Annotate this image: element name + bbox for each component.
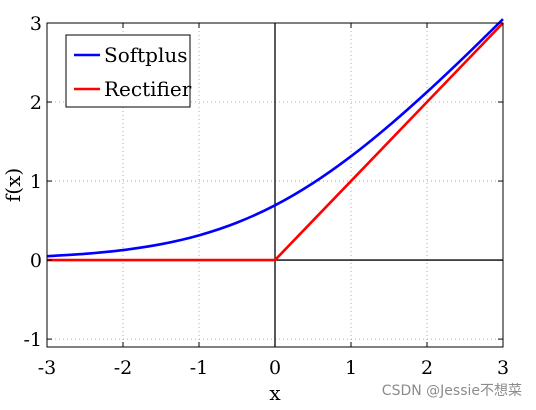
watermark: CSDN @Jessie不想菜 (382, 383, 522, 399)
x-tick-label: -1 (190, 357, 209, 379)
x-tick-label: 3 (497, 357, 509, 379)
x-tick-label: 0 (269, 357, 281, 379)
y-tick-label: 3 (30, 13, 42, 35)
series-lines (46, 18, 504, 262)
x-tick-label: -3 (38, 357, 57, 379)
y-axis-label: f(x) (1, 168, 25, 202)
x-tick-label: 1 (345, 357, 357, 379)
legend: Softplus Rectifier (65, 34, 192, 108)
series-line-softplus (46, 18, 504, 258)
x-tick-label: 2 (421, 357, 433, 379)
legend-label-rectifier: Rectifier (104, 77, 192, 101)
y-tick-label: 1 (30, 171, 42, 193)
tick-marks (46, 22, 504, 347)
y-tick-labels: -1 0 1 2 3 (23, 13, 42, 351)
x-axis-label: x (269, 381, 281, 405)
x-tick-labels: -3 -2 -1 0 1 2 3 (38, 357, 509, 379)
legend-box (65, 34, 191, 108)
y-tick-label: 0 (30, 250, 42, 272)
y-tick-label: -1 (23, 329, 42, 351)
x-tick-label: -2 (114, 357, 133, 379)
legend-label-softplus: Softplus (104, 43, 188, 67)
series-line-rectifier (47, 22, 504, 262)
y-tick-label: 2 (30, 92, 42, 114)
